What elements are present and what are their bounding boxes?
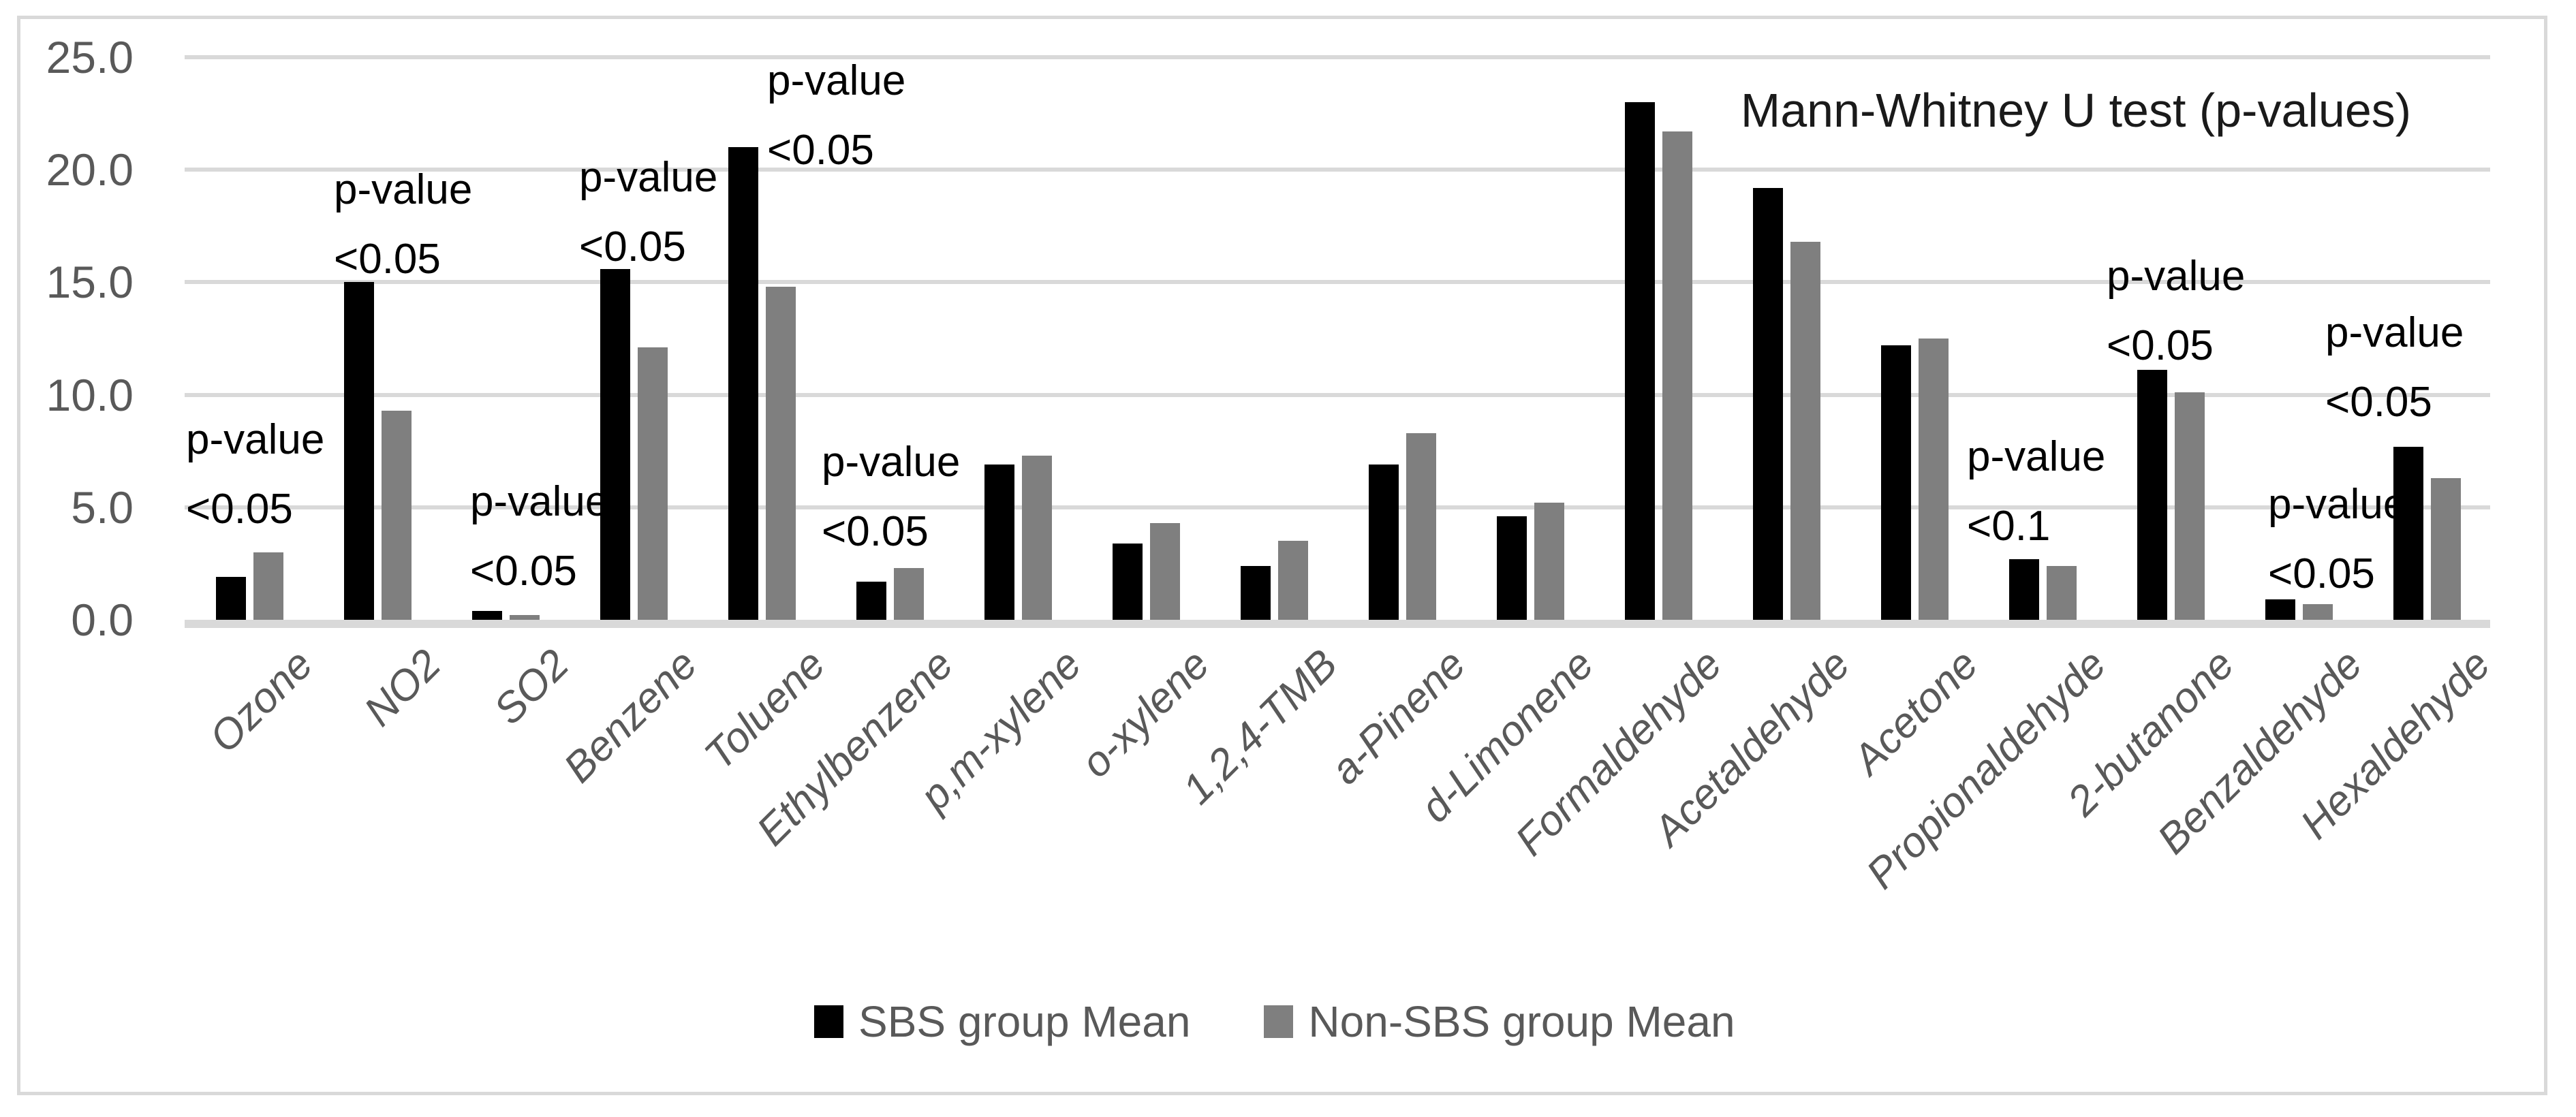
bar-nonsbs-a-Pinene [1406,432,1436,620]
bar-sbs-NO2 [344,282,374,620]
bar-nonsbs-p,m-xylene [1022,455,1052,620]
gridline-20 [185,168,2490,172]
legend-item-sbs: SBS group Mean [814,996,1190,1047]
p-value-annotation-2-butanone: p-value <0.05 [2107,253,2246,369]
bar-nonsbs-Propionaldehyde [2047,565,2077,620]
bar-nonsbs-Acetone [1919,339,1949,620]
bar-nonsbs-SO2 [510,615,540,620]
bar-sbs-Benzaldehyde [2265,599,2295,620]
p-value-annotation-Hexaldehyde: p-value <0.05 [2325,309,2464,426]
y-tick-label-25.0: 25.0 [46,32,134,82]
legend-label-nonsbs: Non-SBS group Mean [1308,997,1735,1046]
bar-nonsbs-Ozone [253,552,283,620]
bar-nonsbs-Hexaldehyde [2431,477,2461,620]
bar-nonsbs-Toluene [766,287,796,620]
bar-sbs-d-Limonene [1497,516,1527,620]
bar-nonsbs-Formaldehyde [1662,131,1692,620]
legend-item-nonsbs: Non-SBS group Mean [1264,996,1735,1047]
bar-sbs-p,m-xylene [984,465,1014,620]
legend-swatch-sbs-icon [814,1005,843,1038]
bar-nonsbs-Benzene [638,347,668,620]
bar-nonsbs-o-xylene [1150,522,1180,620]
gridline-10 [185,392,2490,397]
gridline-25 [185,55,2490,59]
bar-nonsbs-NO2 [382,410,412,620]
bar-nonsbs-Ethylbenzene [894,568,924,620]
bar-nonsbs-Acetaldehyde [1790,241,1820,620]
x-axis-line [185,620,2490,628]
y-tick-label-5.0: 5.0 [71,482,134,533]
figure-border [17,16,2547,1095]
p-value-annotation-Benzaldehyde: p-value <0.05 [2268,481,2407,597]
bar-nonsbs-d-Limonene [1534,503,1564,620]
bar-sbs-Propionaldehyde [2009,558,2039,620]
gridline-15 [185,280,2490,285]
p-value-annotation-Ethylbenzene: p-value <0.05 [822,439,961,555]
legend: SBS group Mean Non-SBS group Mean [814,991,1735,1052]
bar-sbs-Benzene [600,268,630,620]
p-value-annotation-Toluene: p-value <0.05 [767,57,906,174]
bar-sbs-o-xylene [1113,543,1143,620]
y-tick-label-0.0: 0.0 [71,595,134,645]
bar-sbs-Hexaldehyde [2393,446,2423,620]
y-tick-label-20.0: 20.0 [46,144,134,195]
bar-sbs-Toluene [728,147,758,620]
legend-swatch-nonsbs-icon [1264,1005,1294,1038]
bar-sbs-Formaldehyde [1625,102,1655,620]
p-value-annotation-SO2: p-value <0.05 [470,478,609,595]
bar-nonsbs-1,2,4-TMB [1278,541,1308,620]
y-tick-label-15.0: 15.0 [46,257,134,308]
bar-sbs-Ethylbenzene [856,581,886,620]
bar-sbs-1,2,4-TMB [1241,565,1271,620]
bar-sbs-a-Pinene [1369,465,1399,620]
y-tick-label-10.0: 10.0 [46,369,134,420]
bar-nonsbs-Benzaldehyde [2303,603,2333,620]
bar-nonsbs-2-butanone [2175,392,2205,620]
chart-title: Mann-Whitney U test (p-values) [1740,84,2412,137]
bar-sbs-Ozone [216,577,246,620]
bar-sbs-Acetone [1881,345,1911,620]
p-value-annotation-NO2: p-value <0.05 [334,166,473,283]
gridline-5 [185,505,2490,509]
legend-label-sbs: SBS group Mean [858,997,1191,1046]
p-value-annotation-Ozone: p-value <0.05 [186,416,325,533]
p-value-annotation-Benzene: p-value <0.05 [579,154,718,270]
p-value-annotation-Propionaldehyde: p-value <0.1 [1967,433,2106,550]
bar-sbs-2-butanone [2137,370,2167,620]
bar-sbs-Acetaldehyde [1753,187,1783,620]
bar-sbs-SO2 [472,610,502,620]
